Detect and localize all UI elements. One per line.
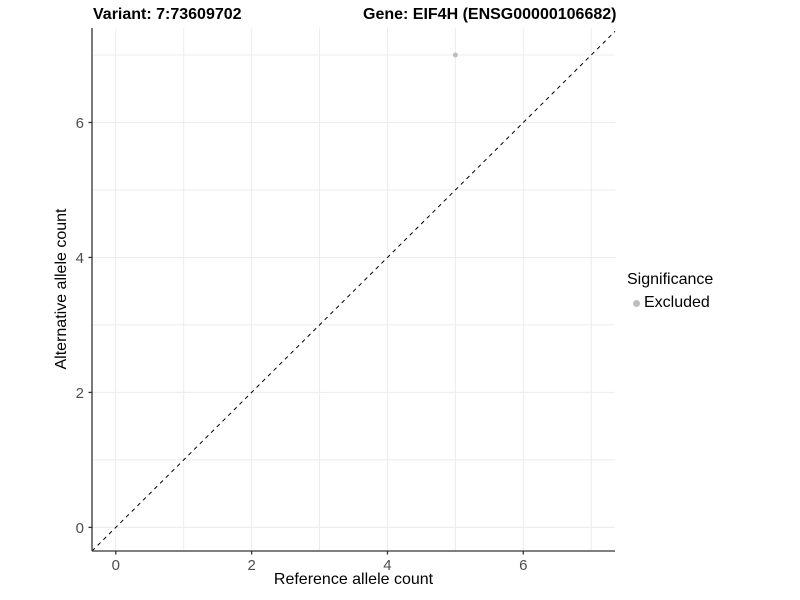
legend-title: Significance	[627, 271, 714, 288]
legend-item-excluded: Excluded	[633, 294, 713, 312]
legend-point-icon	[633, 299, 640, 307]
legend-item-label: Excluded	[644, 294, 710, 311]
x-tick-label: 6	[519, 557, 527, 574]
x-tick-label: 0	[112, 557, 120, 574]
y-tick-label: 6	[76, 115, 84, 132]
data-point	[452, 52, 458, 58]
scatter-plot-svg: 0 2 4 6 0 2 4 6	[76, 28, 616, 574]
x-axis-label: Reference allele count	[273, 571, 434, 588]
legend: Significance Excluded	[627, 271, 713, 312]
plot-title-variant: Variant: 7:73609702	[93, 6, 242, 23]
y-tick-label: 2	[76, 385, 84, 402]
plot-title-gene: Gene: EIF4H (ENSG00000106682)	[363, 6, 617, 23]
y-tick-label: 4	[76, 250, 84, 267]
identity-line	[91, 31, 616, 552]
y-axis-label: Alternative allele count	[53, 208, 70, 370]
x-tick-label: 4	[383, 557, 391, 574]
x-tick-label: 2	[247, 557, 255, 574]
y-tick-label: 0	[76, 520, 84, 537]
plot-panel: 0 2 4 6 0 2 4 6	[76, 28, 616, 574]
